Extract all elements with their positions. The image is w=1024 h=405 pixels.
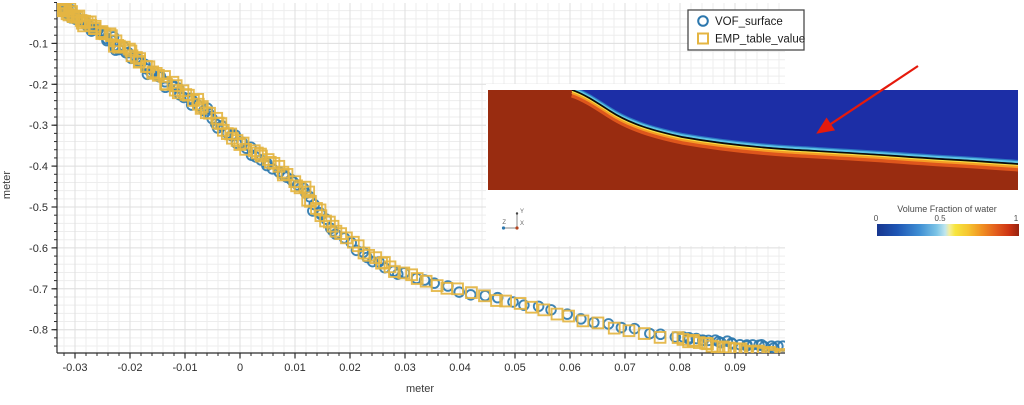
colorbar-gradient: [877, 224, 1019, 236]
x-tick-label: 0.01: [284, 362, 305, 374]
x-tick-label: -0.02: [117, 362, 142, 374]
annotation-arrow: [816, 65, 919, 134]
series-EMP_table_value-points: [57, 3, 785, 353]
axis-triad-icon: Y X Z: [501, 209, 524, 230]
y-tick-label: -0.2: [29, 79, 48, 91]
triad-x-label: X: [520, 221, 524, 227]
x-tick-label: 0.09: [724, 362, 745, 374]
inset-interface-bands: [570, 90, 1018, 172]
x-tick-label: 0.03: [394, 362, 415, 374]
y-tick-label: -0.1: [29, 38, 48, 50]
emp-legend-marker: [697, 32, 709, 45]
x-tick-label: 0.08: [669, 362, 690, 374]
y-tick-label: -0.6: [29, 243, 48, 255]
vof-legend-label: VOF_surface: [715, 16, 783, 28]
axes: -0.03 -0.02 -0.01 0 0.01 0.02 0.03 0.04 0.05 0.06…: [29, 2, 785, 374]
triad-y-label: Y: [520, 209, 524, 215]
y-tick-label: -0.3: [29, 120, 48, 132]
triad-z-dot: [501, 226, 506, 230]
x-axis-label: meter: [406, 383, 434, 395]
x-tick-label: -0.01: [172, 362, 197, 374]
triad-origin-dot: [515, 226, 519, 230]
legend: VOF_surface EMP_table_value: [687, 9, 805, 51]
y-tick-label: -0.8: [29, 325, 48, 337]
legend-item-emp: EMP_table_value: [697, 32, 805, 46]
y-tick-label: -0.4: [29, 161, 48, 173]
emp-legend-label: EMP_table_value: [715, 34, 805, 46]
triad-y-dot: [515, 212, 519, 215]
y-axis-label: meter: [1, 171, 13, 199]
colorbar-title: Volume Fraction of water: [897, 204, 997, 214]
x-tick-label: 0.06: [559, 362, 580, 374]
scatter-points: [57, 3, 785, 353]
legend-item-vof: VOF_surface: [697, 15, 783, 28]
x-tick-label: 0.04: [449, 362, 470, 374]
vof-legend-marker: [697, 15, 709, 27]
colorbar-tick-0: 0: [874, 214, 879, 223]
cfd-inset-image: [488, 65, 1018, 190]
colorbar-tick-1: 1: [1014, 214, 1019, 223]
inset-air-region: [572, 90, 1018, 164]
colorbar-tick-05: 0.5: [934, 214, 946, 223]
x-tick-label: 0.05: [504, 362, 525, 374]
y-tick-label: -0.7: [29, 284, 48, 296]
triad-z-label: Z: [502, 220, 506, 226]
x-tick-label: 0: [237, 362, 243, 374]
x-tick-label: 0.02: [339, 362, 360, 374]
x-tick-label: -0.03: [62, 362, 87, 374]
y-tick-label: -0.5: [29, 202, 48, 214]
volume-fraction-colorbar: Volume Fraction of water 0 0.5 1: [874, 204, 1019, 236]
x-tick-label: 0.07: [614, 362, 635, 374]
inset-interface-line: [571, 90, 1018, 165]
